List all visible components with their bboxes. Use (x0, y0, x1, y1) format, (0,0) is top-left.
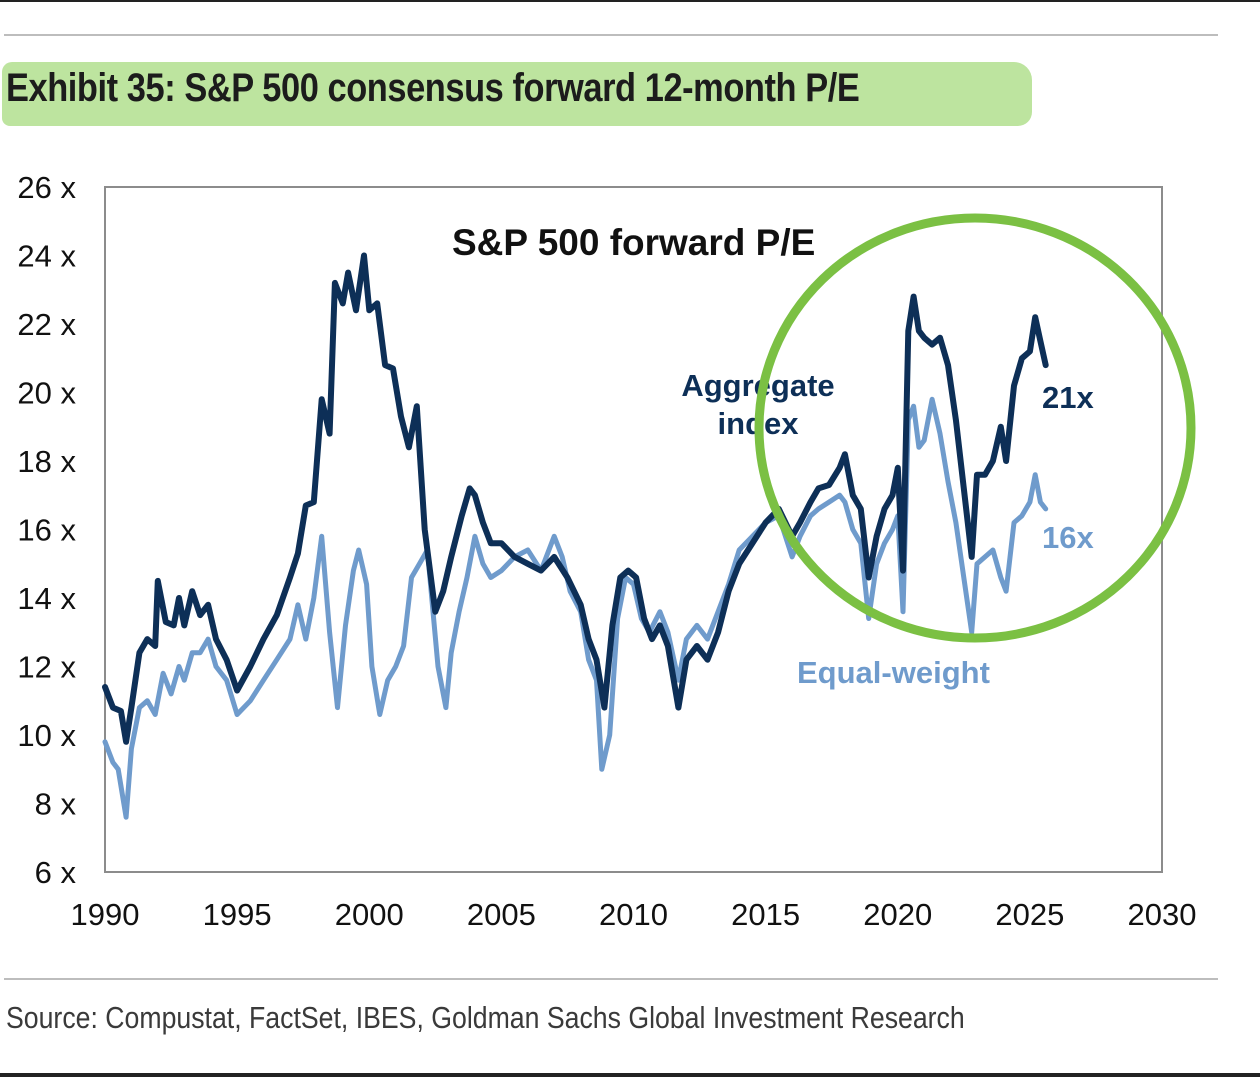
chart-title: S&P 500 forward P/E (452, 222, 815, 263)
x-tick-label: 2000 (335, 897, 404, 932)
x-tick-label: 2020 (863, 897, 932, 932)
x-tick-label: 1995 (203, 897, 272, 932)
x-axis: 1990 1995 2000 2005 2010 2015 2020 2025 2030 (71, 897, 1197, 932)
exhibit-title: Exhibit 35: S&P 500 consensus forward 12… (6, 66, 860, 110)
x-tick-label: 2025 (995, 897, 1064, 932)
y-tick-label: 14 x (17, 581, 76, 616)
end-label-aggregate: 21x (1042, 380, 1094, 415)
y-tick-label: 20 x (17, 376, 76, 411)
bottom-divider (4, 978, 1218, 980)
y-tick-label: 12 x (17, 650, 76, 685)
plot-area (104, 186, 1163, 873)
y-tick-label: 18 x (17, 444, 76, 479)
y-tick-label: 24 x (17, 239, 76, 274)
y-tick-label: 16 x (17, 513, 76, 548)
top-divider (4, 34, 1218, 36)
series-label-equal-weight: Equal-weight (797, 655, 990, 690)
title-highlight (2, 62, 1032, 126)
x-tick-label: 2010 (599, 897, 668, 932)
bottom-border (0, 1073, 1260, 1077)
top-border (0, 0, 1260, 2)
x-tick-label: 2005 (467, 897, 536, 932)
chart: 26 x 24 x 22 x 20 x 18 x 16 x 14 x 12 x 10 x 8 x 6… (17, 170, 1197, 932)
end-label-equal-weight: 16x (1042, 520, 1094, 555)
x-tick-label: 1990 (71, 897, 140, 932)
y-tick-label: 10 x (17, 718, 76, 753)
x-tick-label: 2030 (1128, 897, 1197, 932)
annotation-circle (754, 213, 1196, 643)
source-note: Source: Compustat, FactSet, IBES, Goldma… (6, 1000, 965, 1035)
y-tick-label: 22 x (17, 307, 76, 342)
y-axis: 26 x 24 x 22 x 20 x 18 x 16 x 14 x 12 x 10 x 8 x 6… (17, 170, 76, 890)
y-tick-label: 6 x (35, 855, 77, 890)
series-line-equal-weight (102, 396, 1049, 820)
y-tick-label: 26 x (17, 170, 76, 205)
y-tick-label: 8 x (35, 787, 77, 822)
series-line-aggregate-index (102, 252, 1049, 745)
x-tick-label: 2015 (731, 897, 800, 932)
